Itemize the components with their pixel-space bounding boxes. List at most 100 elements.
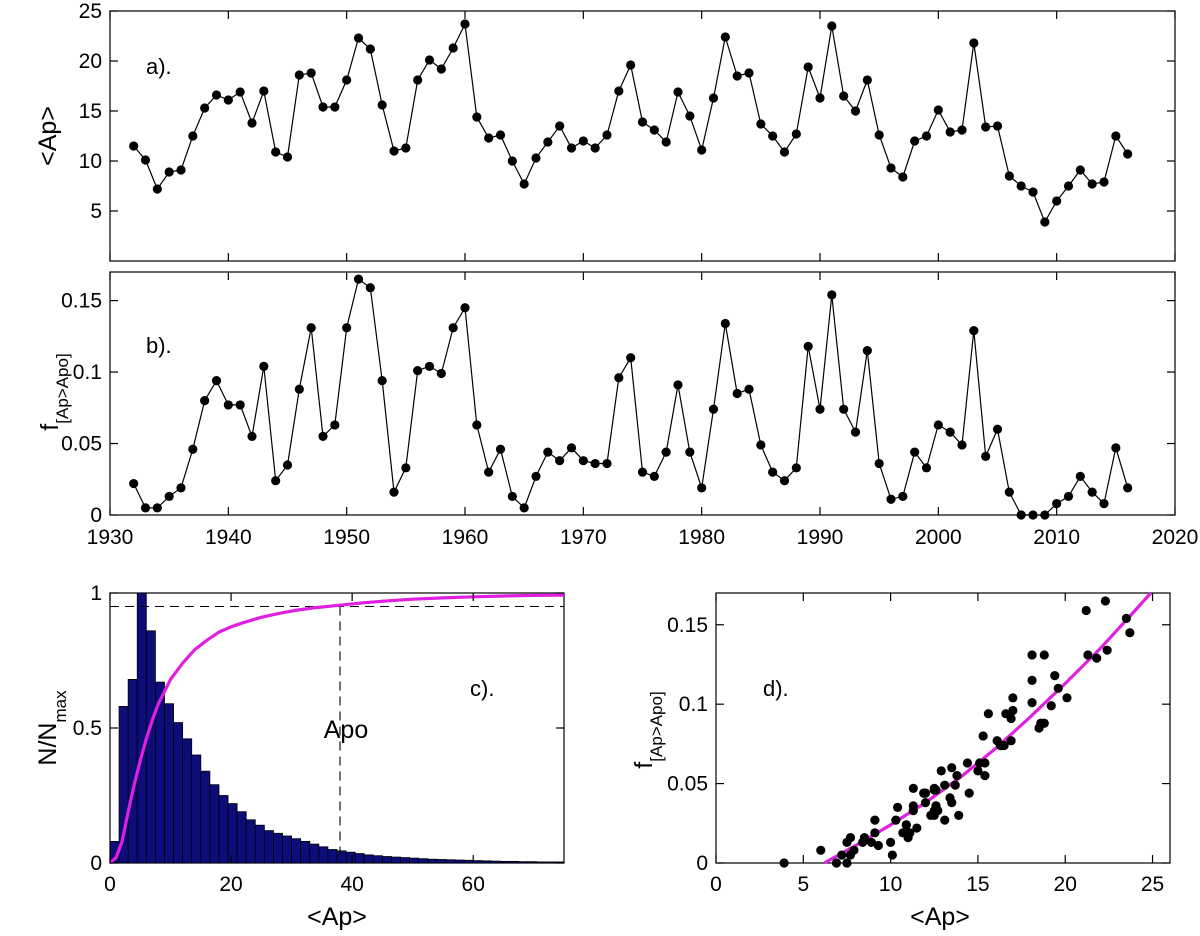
panel-d-point [842,858,852,868]
panel-b-point [945,427,955,437]
panel-b-xtick-label: 2010 [1033,526,1080,549]
panel-d-point [952,771,962,781]
panel-b-ylabel: f[Ap>Apo] [36,353,72,430]
panel-c-bar [136,592,147,864]
panel-c-ytick-label: 1 [90,582,102,605]
panel-b-point [365,283,375,293]
panel-c-bar [164,703,174,864]
panel-c-bar [418,858,429,864]
panel-b-point [1004,487,1014,497]
panel-b-point [484,467,494,477]
panel-d-point [1062,693,1072,703]
panel-d-point [999,740,1009,751]
panel-d-point [1046,701,1056,711]
panel-b-point [1016,510,1026,520]
panel-d-xtick-label: 0 [710,873,722,896]
panel-d-point [866,837,877,847]
panel-c-xlabel: <Ap> [307,903,367,931]
panel-a-point [921,131,932,141]
panel-c-xticks: 0 20 40 60 [104,593,485,896]
panel-b-xtick-label: 1960 [442,526,489,549]
panel-b-point [531,471,541,482]
panel-d-point [975,758,985,768]
panel-b-point [1099,498,1109,509]
panel-d-point [980,771,990,781]
panel-a-point [555,121,565,131]
panel-d-point [1081,605,1091,616]
panel-c-bars [109,592,565,864]
panel-a-point [720,32,730,42]
panel-c-bar [345,851,356,864]
panel-b-ylabel-main: f [36,424,64,431]
panel-a-point [933,105,943,115]
panel-d-point [901,820,911,830]
panel-b-xtick-label: 2000 [915,526,962,549]
panel-a-point [353,33,364,43]
panel-d-point [947,763,957,773]
panel-a-point [590,143,600,153]
panel-c-bar [173,722,184,864]
panel-c-ylabel-main: N/N [34,723,62,766]
panel-b-point [259,361,269,371]
panel-d-point [886,837,896,847]
panel-a-point [981,122,991,132]
panel-b-point [555,456,565,466]
panel-c-bar [400,857,411,864]
panel-b-point [661,447,671,457]
panel-d-point [936,766,946,776]
panel-a-point [377,100,387,110]
panel-c-bar [391,856,401,864]
panel-b-yticks: 0 0.05 0.1 0.15 [61,290,1175,527]
panel-a-point [957,125,967,135]
panel-b-point [164,491,174,502]
panel-a-point [223,95,233,105]
panel-a-point [164,167,174,177]
panel-c-bar [200,770,211,864]
panel-b-point [720,318,730,329]
panel-b-point [756,440,766,450]
panel-b-point [413,366,423,376]
panel-c-bar [500,860,510,864]
panel-a-point [389,146,399,156]
panel-a-point [282,152,293,162]
panel-d-xtick-label: 5 [797,873,809,896]
panel-a-point [874,130,884,140]
panel-b-point [211,376,222,386]
panel-a-point [1123,149,1133,159]
panel-a-point [768,131,778,141]
panel-b-point [933,420,943,430]
panel-d-xtick-label: 10 [879,873,902,896]
panel-c-bar [445,859,456,864]
panel-b-ylabel-sub: [Ap>Apo] [53,353,72,423]
panel-b-point [602,458,612,469]
panel-c-bar [427,858,438,864]
panel-a-point [945,127,955,137]
panel-c-bar [227,803,238,864]
panel-b-point [342,323,352,333]
panel-b-ytick-label: 0 [90,504,102,527]
panel-a-ytick-label: 5 [90,200,102,223]
panel-b-point [519,503,529,513]
panel-c-ytick-label: 0 [90,852,102,875]
panel-b-point [247,431,257,441]
panel-a-point [697,145,707,155]
panel-b-point [874,458,884,469]
panel-a-point [661,137,671,147]
panel-b-point [921,463,932,473]
panel-b-point [223,400,233,410]
panel-b-point [673,380,683,390]
panel-d-point [920,788,931,798]
panel-d-point [905,828,915,838]
panel-d-xticks: 0 5 10 15 20 25 [710,593,1164,896]
panel-d-point [1102,645,1112,655]
panel-a-point [992,121,1003,131]
panel-d-point [973,766,983,776]
panel-d-point [964,788,974,798]
panel-b-point [424,361,435,371]
panel-c-bar [291,838,302,864]
panel-b-point [1028,510,1038,520]
panel-a-point [827,21,837,31]
panel-b-xtick-label: 1950 [323,526,370,549]
panel-c-xtick-label: 40 [340,873,363,896]
